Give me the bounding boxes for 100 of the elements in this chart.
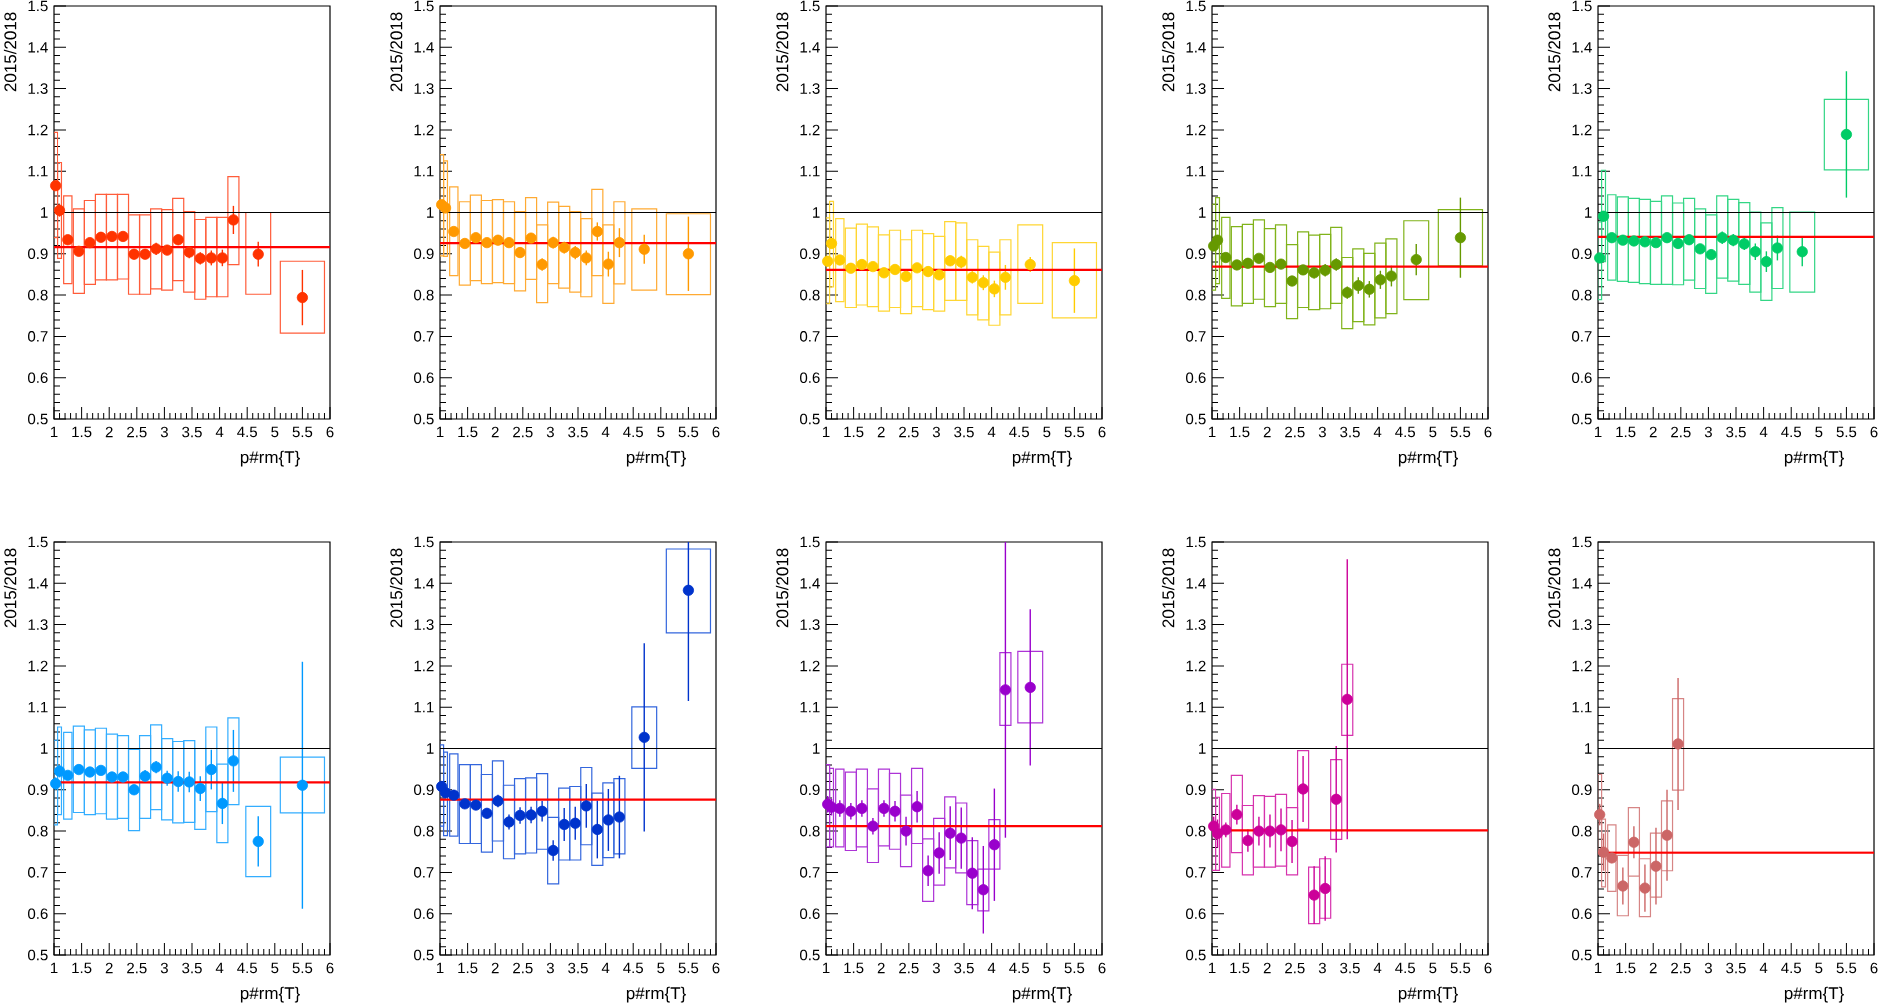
x-tick-label: 4	[1759, 962, 1768, 974]
y-tick-label: 1.1	[1572, 702, 1592, 713]
y-tick-label: 1	[427, 743, 434, 754]
y-tick-label: 0.9	[1186, 248, 1206, 260]
y-tick-label: 1.4	[28, 42, 48, 53]
x-tick-label: 5	[271, 962, 279, 974]
x-tick-label: 2	[1649, 962, 1657, 974]
x-tick-label: 3	[1704, 426, 1712, 438]
y-axis-title: 2015/2018	[775, 12, 789, 92]
y-tick-label: 0.7	[1186, 331, 1206, 342]
x-tick-label: 1	[1594, 962, 1602, 974]
x-tick-label: 3.5	[182, 426, 202, 438]
y-tick-label: 1.5	[1572, 0, 1592, 12]
x-tick-label: 5	[1043, 426, 1051, 438]
y-tick-label: 0.8	[1572, 825, 1592, 837]
y-tick-label: 0.7	[28, 331, 48, 342]
x-tick-label: 2	[877, 426, 885, 438]
x-tick-label: 1.5	[72, 962, 92, 974]
x-tick-label: 2	[105, 962, 113, 974]
y-tick-label: 0.8	[1186, 825, 1206, 837]
y-tick-label: 0.6	[800, 372, 820, 384]
y-tick-label: 1.2	[800, 660, 820, 672]
x-tick-label: 6	[1098, 426, 1106, 438]
x-tick-label: 6	[1098, 962, 1106, 974]
x-tick-label: 2	[877, 962, 885, 974]
x-tick-label: 2	[491, 426, 499, 438]
x-axis-title: p#rm{T}	[1012, 450, 1072, 467]
y-tick-label: 1.1	[800, 702, 820, 713]
x-tick-label: 1	[1208, 962, 1216, 974]
x-tick-label: 6	[326, 426, 334, 438]
y-tick-label: 0.8	[800, 825, 820, 837]
y-tick-label: 0.6	[800, 908, 820, 920]
y-tick-label: 0.8	[800, 289, 820, 301]
y-tick-label: 0.7	[414, 331, 434, 342]
y-tick-label: 1.4	[1186, 578, 1206, 589]
x-tick-label: 4	[1373, 962, 1382, 974]
y-tick-label: 1	[41, 743, 48, 754]
y-tick-label: 1.4	[800, 42, 820, 53]
x-tick-label: 3	[1318, 426, 1326, 438]
x-tick-label: 4.5	[237, 426, 257, 438]
x-tick-label: 3	[546, 426, 554, 438]
x-tick-label: 4	[987, 962, 996, 974]
x-tick-label: 4.5	[623, 426, 643, 438]
x-tick-label: 1.5	[458, 426, 478, 438]
x-tick-label: 2	[1263, 962, 1271, 974]
y-tick-label: 1.2	[1186, 124, 1206, 136]
x-tick-label: 1.5	[1616, 962, 1636, 974]
x-axis-title: p#rm{T}	[1398, 986, 1458, 1003]
y-tick-label: 1.3	[1572, 619, 1592, 630]
y-tick-label: 1.3	[28, 619, 48, 630]
x-axis-title: p#rm{T}	[626, 986, 686, 1003]
y-tick-label: 0.9	[414, 248, 434, 260]
x-tick-label: 2.5	[1285, 962, 1305, 974]
y-tick-label: 1.3	[1572, 83, 1592, 94]
x-tick-label: 2.5	[127, 962, 147, 974]
y-tick-label: 1.1	[414, 166, 434, 177]
x-tick-label: 1.5	[844, 426, 864, 438]
x-tick-label: 5.5	[1064, 426, 1085, 438]
x-tick-label: 4	[215, 426, 224, 438]
y-tick-label: 0.9	[28, 248, 48, 260]
y-tick-label: 1.5	[414, 0, 434, 12]
x-tick-label: 3.5	[568, 962, 588, 974]
x-tick-label: 5	[1815, 962, 1823, 974]
x-tick-label: 3	[1318, 962, 1326, 974]
x-tick-label: 4.5	[623, 962, 643, 974]
x-tick-label: 6	[1870, 426, 1878, 438]
x-tick-label: 5.5	[1450, 962, 1471, 974]
x-tick-label: 1	[1208, 426, 1216, 438]
y-tick-label: 1.3	[800, 83, 820, 94]
x-tick-label: 2	[491, 962, 499, 974]
x-tick-label: 1.5	[72, 426, 92, 438]
x-tick-label: 3	[546, 962, 554, 974]
x-tick-label: 1	[50, 426, 58, 438]
x-tick-label: 5.5	[292, 426, 313, 438]
y-tick-label: 1.3	[1186, 83, 1206, 94]
x-tick-label: 4.5	[1009, 962, 1030, 974]
x-tick-label: 1.5	[844, 962, 864, 974]
x-axis-title: p#rm{T}	[1784, 986, 1844, 1003]
y-tick-label: 0.7	[1572, 331, 1592, 342]
x-tick-label: 2.5	[1285, 426, 1305, 438]
y-tick-label: 0.8	[414, 289, 434, 301]
x-tick-label: 6	[1870, 962, 1878, 974]
y-tick-label: 1.2	[1186, 660, 1206, 672]
y-tick-label: 1.5	[1186, 0, 1206, 12]
y-tick-label: 1.2	[414, 124, 434, 136]
y-tick-label: 0.6	[414, 908, 434, 920]
x-tick-label: 6	[1484, 962, 1492, 974]
x-tick-label: 5.5	[1064, 962, 1085, 974]
y-tick-label: 0.5	[414, 949, 434, 961]
x-tick-label: 5.5	[1450, 426, 1471, 438]
x-tick-label: 4	[987, 426, 996, 438]
y-tick-label: 1	[1585, 743, 1592, 754]
y-tick-label: 1.5	[1186, 536, 1206, 548]
y-tick-label: 1.3	[1186, 619, 1206, 630]
x-tick-label: 1.5	[1230, 426, 1250, 438]
y-tick-label: 0.5	[1572, 949, 1592, 961]
y-tick-label: 0.9	[800, 784, 820, 796]
y-axis-title: 2015/2018	[389, 12, 403, 92]
y-tick-label: 0.7	[800, 867, 820, 878]
y-axis-title: 2015/2018	[3, 12, 17, 92]
